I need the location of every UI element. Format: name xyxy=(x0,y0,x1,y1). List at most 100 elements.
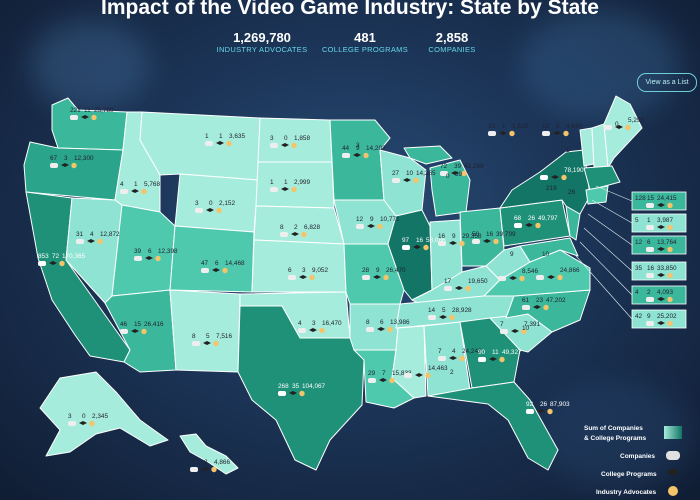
state-companies-count: 853 xyxy=(38,253,49,260)
state-ma[interactable] xyxy=(583,165,621,191)
state-label-hi: 7 2 4,866 xyxy=(190,459,230,473)
gamepad-icon xyxy=(444,286,452,291)
gamepad-icon xyxy=(342,153,350,158)
advocate-person-icon xyxy=(387,326,393,333)
state-ne[interactable] xyxy=(253,205,345,245)
graduation-cap-icon xyxy=(131,329,139,333)
state-small-label: 9 xyxy=(510,251,514,258)
advocate-person-icon xyxy=(141,188,147,195)
state-label-tn: 14 5 28,928 xyxy=(428,307,472,321)
state-companies-count: 1 xyxy=(205,133,209,140)
state-ga[interactable] xyxy=(459,317,521,389)
state-wa[interactable] xyxy=(51,97,128,151)
graduation-cap-icon xyxy=(657,225,665,229)
state-tx[interactable] xyxy=(237,305,365,471)
advocate-person-icon xyxy=(211,466,217,473)
state-label-nm: 8 5 7,516 xyxy=(192,333,232,347)
graduation-cap-icon xyxy=(439,315,447,319)
graduation-cap-icon xyxy=(449,356,457,360)
state-label-nc: 61 23 47,202 xyxy=(522,297,566,311)
legend-programs-label: College Programs xyxy=(601,471,657,478)
state-hi[interactable] xyxy=(179,433,239,475)
state-advocates-count: 28,928 xyxy=(452,307,472,314)
state-wy[interactable] xyxy=(174,173,259,233)
state-ks[interactable] xyxy=(251,239,347,293)
state-advocates-count: 5,768 xyxy=(144,181,160,188)
state-mi-up[interactable] xyxy=(403,145,453,165)
state-advocates-count: 16,470 xyxy=(322,320,342,327)
gamepad-icon xyxy=(498,276,506,281)
state-label-ia: 12 9 10,771 xyxy=(356,216,400,230)
state-programs-count: 6 xyxy=(148,248,152,255)
callout-companies: 128 xyxy=(635,195,646,202)
state-companies-count: 92 xyxy=(526,401,534,408)
state-programs-count: 26 xyxy=(540,401,548,408)
state-co[interactable] xyxy=(169,225,255,293)
advocate-person-icon xyxy=(141,328,147,335)
gamepad-icon xyxy=(50,163,58,168)
state-programs-count: 4 xyxy=(90,231,94,238)
view-as-list-button[interactable]: View as a List xyxy=(637,73,697,92)
state-or[interactable] xyxy=(23,141,124,201)
state-companies-count: 44 xyxy=(342,145,350,152)
callout-box: 35 16 33,850 xyxy=(583,227,687,281)
state-label-ok: 4 3 16,470 xyxy=(298,320,342,334)
advocate-person-icon xyxy=(499,356,505,363)
state-label-ak: 3 0 2,345 xyxy=(68,413,108,427)
state-small-label: 1 xyxy=(566,147,570,154)
state-companies-count: 3 xyxy=(195,200,199,207)
advocate-person-icon xyxy=(291,142,297,149)
state-mt[interactable] xyxy=(139,111,261,181)
state-companies-count: 4 xyxy=(298,320,302,327)
advocate-person-icon xyxy=(91,114,97,121)
state-label-tx: 268 35 104,067 xyxy=(278,383,326,397)
graduation-cap-icon xyxy=(657,297,665,301)
state-md[interactable] xyxy=(519,237,579,263)
graduation-cap-icon xyxy=(537,409,545,413)
state-fl[interactable] xyxy=(427,381,559,471)
state-programs-count: 6 xyxy=(215,260,219,267)
state-ct[interactable] xyxy=(585,185,609,205)
state-companies-count: 39 xyxy=(134,248,142,255)
graduation-cap-icon xyxy=(403,178,411,182)
state-programs-count: 6 xyxy=(380,319,384,326)
gamepad-icon xyxy=(68,421,76,426)
advocate-person-icon xyxy=(667,320,673,327)
callout-companies: 42 xyxy=(635,313,643,320)
state-ny[interactable] xyxy=(499,149,591,215)
state-label-wi: 27 10 14,265 xyxy=(392,170,436,184)
state-advocates-count: 104,067 xyxy=(302,383,326,390)
state-programs-count: 1 xyxy=(284,179,288,186)
state-companies-count: 47 xyxy=(201,260,209,267)
callout-programs: 6 xyxy=(647,239,651,246)
state-companies-count: 7 xyxy=(438,348,442,355)
state-advocates-count: 4,640 xyxy=(566,123,582,130)
state-small-label: 0 xyxy=(615,121,619,128)
state-advocates-count: 19,650 xyxy=(468,278,488,285)
state-me[interactable] xyxy=(603,95,643,169)
gamepad-icon xyxy=(440,171,448,176)
graduation-cap-icon xyxy=(455,286,463,290)
advocate-person-icon xyxy=(535,222,541,229)
gamepad-icon xyxy=(536,275,544,280)
state-programs-count: 0 xyxy=(284,135,288,142)
state-companies-count: 97 xyxy=(402,237,410,244)
callout-programs: 16 xyxy=(647,265,655,272)
state-label-ga: 90 11 49,327 xyxy=(478,349,522,363)
state-advocates-count: 14,463 xyxy=(428,365,448,372)
advocate-person-icon xyxy=(667,202,673,209)
advocate-person-icon xyxy=(363,152,369,159)
callout-box: 128 15 24,415 xyxy=(595,185,687,211)
graduation-cap-icon xyxy=(289,391,297,395)
state-advocates-count: 78,190 xyxy=(564,167,584,174)
state-nm[interactable] xyxy=(169,289,241,373)
state-ar[interactable] xyxy=(349,303,401,351)
advocate-person-icon xyxy=(377,223,383,230)
callout-leader-line xyxy=(579,241,633,296)
state-ak[interactable] xyxy=(39,371,169,457)
graduation-cap-icon xyxy=(291,232,299,236)
gamepad-icon xyxy=(205,141,213,146)
state-programs-count: 9 xyxy=(376,267,380,274)
state-advocates-count: 24,243 xyxy=(462,348,482,355)
advocate-person-icon xyxy=(543,304,549,311)
